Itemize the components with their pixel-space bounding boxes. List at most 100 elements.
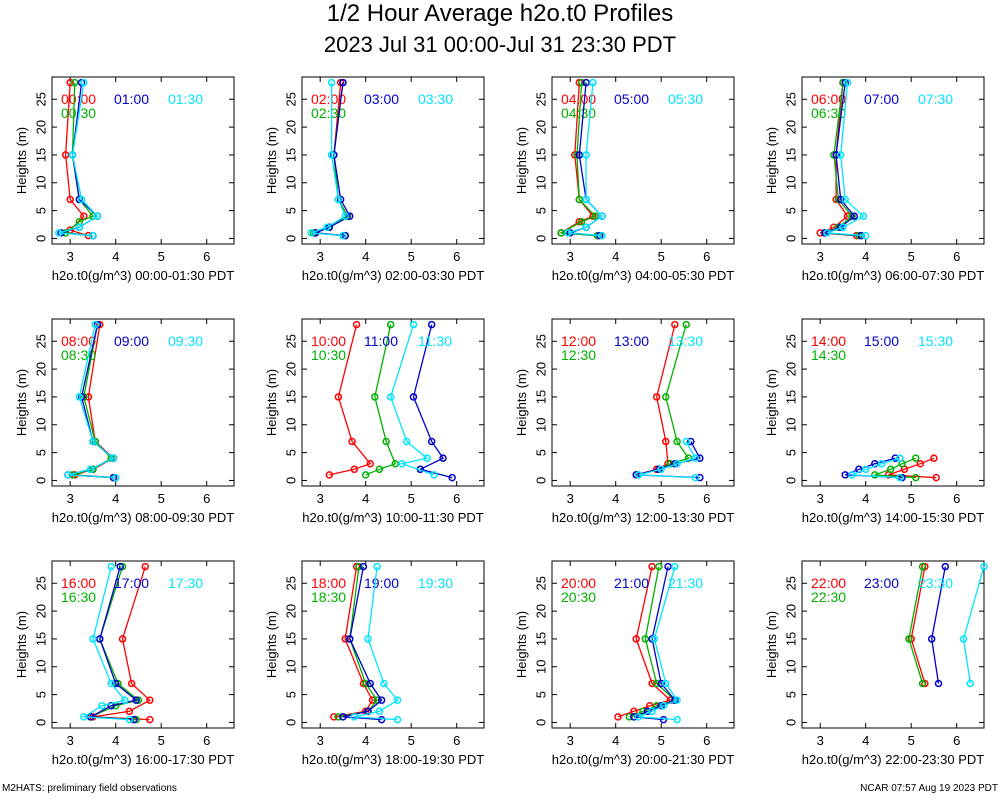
y-tick-label: 25 — [534, 334, 549, 348]
data-point — [402, 437, 411, 446]
x-tick-label: 6 — [203, 733, 210, 748]
data-point — [632, 635, 640, 643]
x-axis-label: h2o.t0(g/m^3) 04:00-05:30 PDT — [552, 268, 734, 283]
y-tick-label: 10 — [784, 176, 799, 190]
y-tick-label: 20 — [784, 604, 799, 618]
y-axis-label: Heights (m) — [14, 611, 29, 678]
x-tick-label: 3 — [817, 491, 824, 506]
y-tick-label: 5 — [284, 207, 299, 214]
x-axis-label: h2o.t0(g/m^3) 16:00-17:30 PDT — [52, 752, 234, 767]
y-axis-label: Heights (m) — [14, 369, 29, 436]
data-point — [93, 320, 102, 329]
plot-frame — [301, 76, 485, 245]
data-point — [77, 393, 86, 401]
data-point — [409, 393, 418, 401]
data-point — [84, 393, 93, 401]
data-point — [682, 437, 690, 446]
x-axis-label: h2o.t0(g/m^3) 08:00-09:30 PDT — [52, 510, 234, 525]
data-point — [841, 78, 849, 87]
y-tick-label: 5 — [534, 207, 549, 214]
x-tick-label: 5 — [908, 491, 915, 506]
data-point — [55, 229, 63, 237]
y-tick-label: 5 — [34, 207, 49, 214]
y-axis-label: Heights (m) — [514, 127, 529, 194]
series-line — [851, 457, 900, 479]
data-point — [848, 471, 856, 479]
data-point — [564, 229, 572, 237]
y-tick-label: 5 — [784, 691, 799, 698]
data-point — [346, 635, 354, 643]
legend-entry: 09:30 — [168, 333, 203, 349]
legend-entry: 11:30 — [418, 333, 452, 349]
legend-entry: 21:30 — [668, 575, 703, 591]
y-tick-label: 5 — [534, 449, 549, 456]
data-point — [673, 459, 681, 468]
y-axis-label: Heights (m) — [14, 127, 29, 194]
data-point — [927, 635, 936, 643]
y-tick-label: 25 — [534, 92, 549, 106]
legend-entry: 15:30 — [918, 333, 953, 349]
data-point — [582, 151, 590, 159]
data-point — [391, 459, 400, 468]
legend-entry: 19:30 — [418, 575, 453, 591]
data-point — [371, 393, 379, 401]
x-tick-label: 5 — [908, 249, 915, 264]
data-point — [907, 635, 915, 643]
x-tick-label: 6 — [703, 733, 710, 748]
y-tick-label: 15 — [284, 148, 299, 162]
data-point — [673, 715, 681, 724]
y-tick-label: 15 — [534, 632, 549, 646]
y-tick-label: 0 — [284, 719, 299, 726]
y-tick-label: 5 — [284, 449, 299, 456]
data-point — [830, 151, 838, 159]
x-axis-label: h2o.t0(g/m^3) 18:00-19:30 PDT — [302, 752, 484, 767]
data-point — [307, 229, 315, 237]
data-point — [823, 229, 831, 237]
data-point — [377, 715, 386, 724]
x-tick-label: 6 — [953, 249, 960, 264]
data-point — [368, 696, 377, 704]
y-tick-label: 10 — [34, 660, 49, 674]
legend-entry: 18:00 — [311, 575, 346, 591]
data-point — [330, 713, 338, 721]
data-point — [382, 437, 390, 446]
data-point — [598, 212, 606, 220]
x-tick-label: 3 — [567, 733, 574, 748]
x-tick-label: 5 — [908, 733, 915, 748]
plot-frame — [301, 318, 485, 487]
series-line — [567, 82, 603, 237]
data-point — [77, 78, 86, 87]
data-point — [336, 195, 345, 204]
data-point — [916, 459, 925, 468]
legend-entry: 22:30 — [811, 589, 846, 605]
series-line — [390, 324, 435, 476]
y-tick-label: 10 — [534, 176, 549, 190]
data-point — [61, 151, 70, 159]
data-point — [323, 223, 331, 232]
x-tick-label: 6 — [453, 733, 460, 748]
data-point — [430, 471, 438, 479]
legend-entry: 01:30 — [168, 91, 203, 107]
y-tick-label: 15 — [784, 390, 799, 404]
y-tick-label: 20 — [284, 362, 299, 376]
data-point — [127, 679, 136, 688]
series-line — [908, 566, 924, 684]
series-line — [826, 82, 866, 237]
data-point — [118, 635, 127, 643]
x-tick-label: 4 — [862, 249, 869, 264]
data-point — [348, 437, 356, 446]
x-tick-label: 5 — [158, 249, 165, 264]
legend-entry: 03:30 — [418, 91, 453, 107]
y-tick-label: 0 — [784, 719, 799, 726]
legend-entry: 10:00 — [311, 333, 346, 349]
series-line — [412, 324, 453, 479]
series-line — [310, 82, 347, 237]
y-tick-label: 25 — [784, 334, 799, 348]
legend-entry: 23:00 — [864, 575, 899, 591]
y-tick-label: 25 — [784, 92, 799, 106]
data-point — [671, 320, 679, 329]
data-point — [575, 195, 584, 204]
data-point — [350, 713, 359, 721]
data-point — [641, 635, 650, 643]
